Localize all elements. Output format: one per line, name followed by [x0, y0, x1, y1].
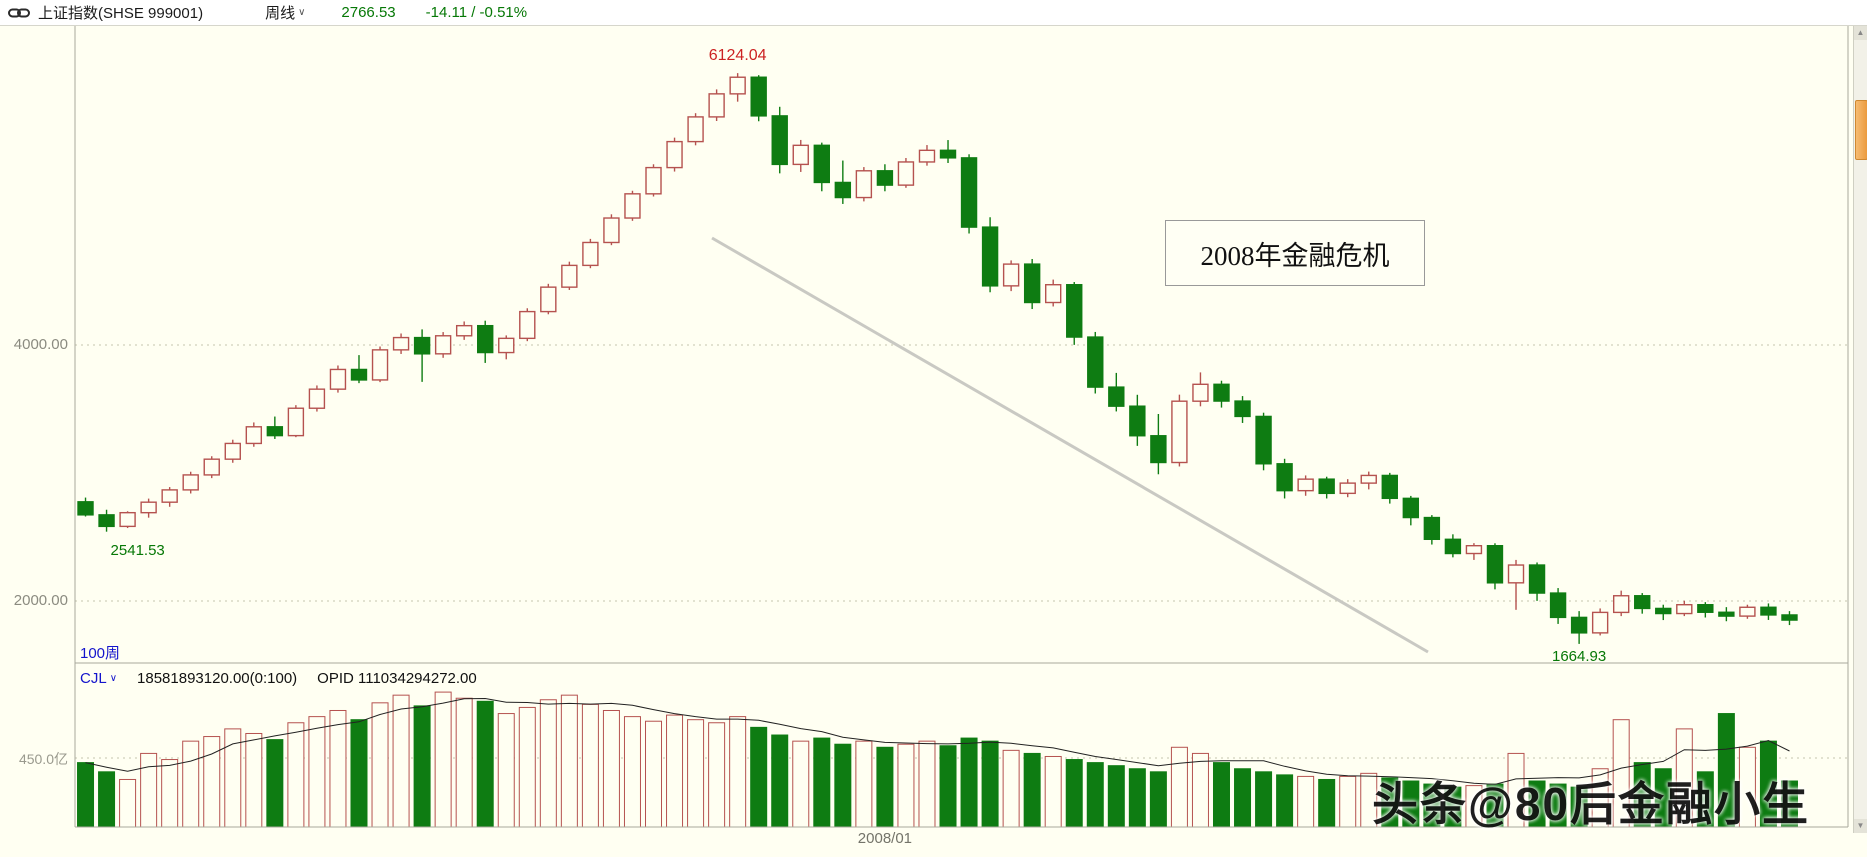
window-length-label: 100周: [80, 645, 121, 662]
last-price: 2766.53: [341, 4, 396, 21]
annotation-box: 2008年金融危机: [1165, 220, 1425, 286]
opid-value: OPID 111034294272.00: [317, 669, 477, 687]
chevron-down-icon: ∨: [109, 672, 118, 684]
watermark: 头条@80后金融小生: [1372, 778, 1811, 830]
period-label: 周线: [265, 5, 296, 22]
annotation-text: 2008年金融危机: [1200, 240, 1390, 271]
chevron-down-icon: ∨: [298, 7, 306, 18]
period-selector[interactable]: 周线 ∨: [265, 2, 305, 23]
scrollbar-thumb[interactable]: [1855, 100, 1867, 160]
date-axis-label: 2008/01: [857, 830, 913, 847]
price-axis-label: 2000.00: [13, 592, 68, 609]
volume-value: 18581893120.00(0:100): [137, 669, 298, 687]
toolbar: 上证指数(SHSE 999001) 周线 ∨ 2766.53 -14.11 / …: [0, 0, 1867, 26]
indicator-label: CJL: [80, 669, 107, 687]
price-change: -14.11 / -0.51%: [425, 4, 528, 21]
candlestick-volume-chart: [74, 26, 1849, 828]
volume-axis-label: 450.0亿: [18, 751, 68, 767]
chart-area: 4000.00 2000.00 6124.04 2541.53 1664.93 1…: [0, 26, 1853, 857]
volume-indicator-header: CJL ∨ 18581893120.00(0:100) OPID 1110342…: [80, 666, 477, 690]
price-axis-label: 4000.00: [13, 336, 68, 353]
link-icon: [8, 6, 30, 20]
start-low-price-label: 2541.53: [110, 541, 165, 559]
symbol-title: 上证指数(SHSE 999001): [38, 5, 204, 22]
vertical-scrollbar[interactable]: ▲ ▼: [1853, 26, 1867, 833]
indicator-selector[interactable]: CJL ∨: [80, 670, 117, 687]
peak-price-label: 6124.04: [708, 47, 767, 65]
bottom-low-price-label: 1664.93: [1551, 647, 1607, 665]
scroll-up-icon[interactable]: ▲: [1854, 26, 1867, 40]
scroll-down-icon[interactable]: ▼: [1854, 819, 1867, 833]
